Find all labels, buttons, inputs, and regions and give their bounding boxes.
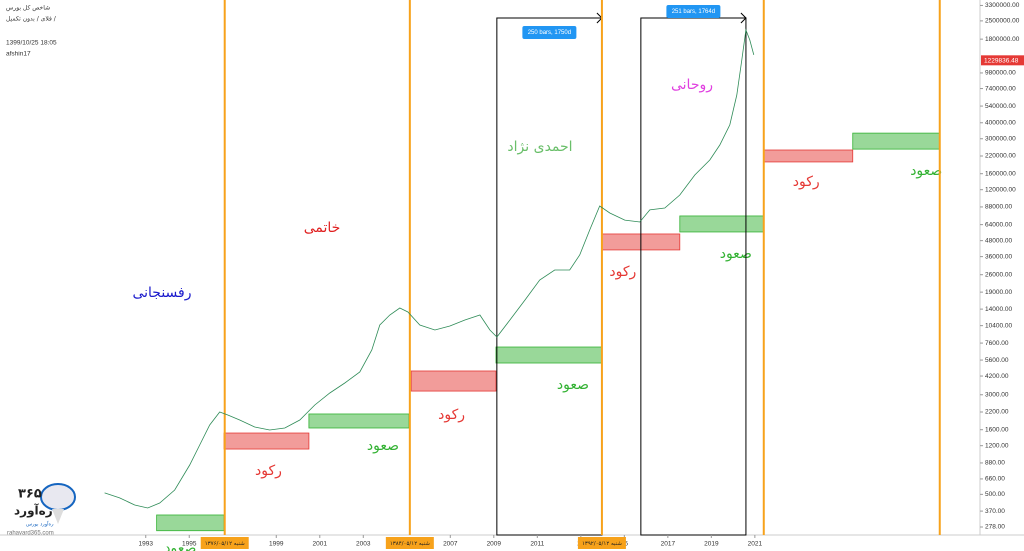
x-tick-label: 2021: [748, 541, 763, 548]
y-tick-label: 5600.00: [985, 357, 1009, 364]
logo-name: ره‌آورد: [14, 503, 53, 519]
zone-label: صعود: [367, 438, 399, 454]
y-tick-label: 1800000.00: [985, 36, 1020, 43]
zone: [679, 215, 765, 233]
x-tick-label: 2001: [313, 541, 328, 548]
y-tick-label: 1600.00: [985, 426, 1009, 433]
watermark: ۳۶۵ ره‌آورد ره‌آورد بورس rahavard365.com: [7, 483, 76, 537]
logo-url: rahavard365.com: [7, 531, 54, 537]
y-tick-label: 2500000.00: [985, 18, 1020, 25]
y-tick-label: 980000.00: [985, 70, 1016, 77]
x-tick-label: 1999: [269, 541, 284, 548]
y-tick-label: 120000.00: [985, 186, 1016, 193]
y-tick-label: 3000.00: [985, 391, 1009, 398]
president-label: روحانی: [671, 77, 713, 93]
y-tick-label: 64000.00: [985, 221, 1012, 228]
y-tick-label: 2200.00: [985, 409, 1009, 416]
date-label: شنبه ۱۳۷۶/۰۵/۱۲: [205, 541, 245, 547]
x-tick-label: 1993: [139, 541, 154, 548]
y-tick-label: 300000.00: [985, 135, 1016, 142]
zone: [156, 514, 225, 532]
x-tick-label: 2011: [530, 541, 544, 548]
y-tick-label: 36000.00: [985, 253, 1012, 260]
y-tick-label: 400000.00: [985, 119, 1016, 126]
president-label: احمدی نژاد: [507, 139, 572, 155]
x-tick-label: 1995: [182, 541, 197, 548]
logo-tail: [52, 509, 64, 524]
plot: صعود رکود صعود رکود صعود رکود صعود رکود صعود 250 …: [104, 0, 942, 551]
y-tick-label: 48000.00: [985, 237, 1012, 244]
date-badge: [385, 537, 434, 549]
x-tick-label: 2017: [661, 541, 676, 548]
president-label: خاتمی: [304, 220, 341, 236]
logo-number: ۳۶۵: [18, 487, 42, 502]
measure-label: 250 bars, 1750d: [528, 30, 571, 36]
zone-label: رکود: [438, 407, 465, 423]
chart-title: شاخص کل بورس: [6, 5, 50, 12]
logo-tagline: ره‌آورد بورس: [26, 521, 54, 528]
zone: [495, 346, 603, 364]
y-tick-label: 4200.00: [985, 373, 1009, 380]
y-tick-label: 1200.00: [985, 442, 1009, 449]
measure-label: 251 bars, 1764d: [672, 9, 715, 15]
y-tick-label: 540000.00: [985, 103, 1016, 110]
y-tick-label: 7600.00: [985, 340, 1009, 347]
x-tick-label: 2007: [443, 541, 458, 548]
y-tick-label: 370.00: [985, 508, 1005, 515]
y-tick-label: 660.00: [985, 476, 1005, 483]
y-tick-label: 278.00: [985, 524, 1005, 531]
y-tick-label: 740000.00: [985, 85, 1016, 92]
y-tick-label: 3300000.00: [985, 2, 1020, 9]
zone-label: رکود: [609, 264, 636, 280]
last-price-badge: [981, 55, 1024, 66]
zone-label: صعود: [910, 163, 942, 179]
y-tick-label: 14000.00: [985, 306, 1012, 313]
zone-label: رکود: [793, 174, 820, 190]
date-label: شنبه ۱۳۹۲/۰۵/۱۲: [582, 541, 622, 547]
date-label: شنبه ۱۳۸۴/۰۵/۱۲: [390, 541, 430, 547]
x-tick-label: 2003: [356, 541, 371, 548]
y-tick-label: 880.00: [985, 460, 1005, 467]
measure-arrow: [740, 12, 747, 24]
y-tick-label: 26000.00: [985, 271, 1012, 278]
zone-label: صعود: [557, 377, 589, 393]
date-badge: [200, 537, 249, 549]
y-tick-label: 19000.00: [985, 289, 1012, 296]
date-badge: [577, 537, 626, 549]
zone: [852, 132, 941, 150]
author: afshin17: [6, 51, 31, 58]
y-tick-label: 160000.00: [985, 170, 1016, 177]
x-tick-label: 2019: [704, 541, 719, 548]
timestamp: 1399/10/25 18:05: [6, 40, 57, 47]
measure-badge: [522, 26, 577, 39]
zone-label: صعود: [164, 541, 196, 551]
zone: [308, 413, 410, 429]
y-tick-label: 500.00: [985, 491, 1005, 498]
zone: [410, 370, 497, 392]
zone-label: رکود: [255, 463, 282, 479]
y-tick-label: 10400.00: [985, 322, 1012, 329]
chart-subtitle: فلای / بدون تکمیل /: [6, 16, 57, 23]
president-label: رفسنجانی: [132, 285, 191, 301]
zone: [223, 432, 310, 450]
y-tick-label: 220000.00: [985, 153, 1016, 160]
y-tick-label: 88000.00: [985, 204, 1012, 211]
last-price-label: 1229836.48: [984, 58, 1019, 65]
price-line: [104, 28, 755, 509]
zone: [763, 149, 854, 163]
zone-label: صعود: [720, 246, 752, 262]
x-tick-label: 2009: [487, 541, 502, 548]
measure-badge: [666, 5, 721, 18]
